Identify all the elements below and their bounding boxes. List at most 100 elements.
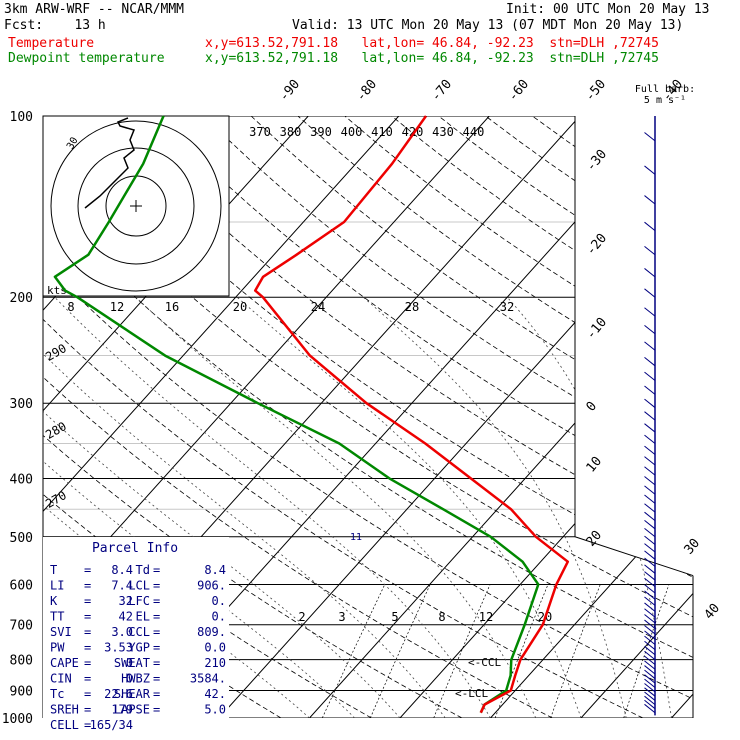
hodograph-ring-label: 30 (65, 136, 81, 152)
parcel-equals: = (153, 672, 160, 686)
wind-barb (644, 324, 656, 335)
parcel-key: CIN (50, 672, 72, 686)
moist-adiabat-line (236, 296, 582, 718)
parcel-key: SREH (50, 703, 79, 717)
isotherm-tick-label: 30 (682, 536, 704, 558)
moist-adiabat-line (135, 296, 537, 718)
mixing-ratio-tick-label: 24 (311, 300, 325, 314)
wind-barb (644, 602, 656, 612)
parcel-key: K (50, 594, 58, 608)
wind-barb (644, 691, 656, 701)
isotherm-tick-label: -20 (584, 231, 611, 259)
mixing-ratio-line (369, 584, 431, 718)
wind-barb (644, 660, 656, 670)
wind-barb (644, 411, 656, 421)
model-title: 3km ARW-WRF -- NCAR/MMM (4, 2, 185, 17)
parcel-value: 5.0 (204, 703, 226, 717)
mixing-ratio-tick-label: 3 (338, 610, 345, 624)
wind-barb (644, 527, 656, 538)
mixing-ratio-tick-label: 5 (391, 610, 398, 624)
parcel-key: Tc (50, 687, 64, 701)
wind-barb (644, 577, 656, 588)
wind-barb (644, 288, 656, 298)
isotherm-tick-label: -10 (584, 315, 611, 343)
lcl-marker: <-LCL (455, 687, 488, 700)
isotherm-tick-label: -90 (277, 77, 304, 105)
dry-adiabat-line (43, 116, 693, 718)
parcel-value: 179 (111, 703, 133, 717)
mixing-ratio-tick-label: 12 (110, 300, 124, 314)
moist-adiabat-line (54, 296, 491, 718)
wind-barb (644, 614, 656, 624)
isotherm-tick-label: 20 (584, 528, 606, 550)
wind-barb (644, 434, 656, 444)
parcel-value: 165/34 (90, 718, 133, 732)
parcel-equals: = (153, 625, 160, 639)
mixing-ratio-tick-label: 8 (438, 610, 445, 624)
moist-adiabat-line (43, 296, 446, 718)
wind-barb (644, 678, 656, 688)
dry-adiabat-line (43, 116, 693, 718)
parcel-key: YGP (128, 641, 150, 655)
dry-adiabat-line (250, 116, 693, 718)
frame-diagonal (574, 536, 694, 577)
wind-barb (644, 665, 656, 675)
parcel-value: 906. (197, 579, 226, 593)
parcel-panel-background (43, 537, 229, 718)
pressure-tick-label: 800 (10, 654, 33, 669)
wind-barb (644, 535, 656, 545)
wind-barb (644, 221, 656, 231)
wind-barb (644, 635, 656, 645)
isotherm-line (43, 116, 400, 718)
wind-barb (644, 590, 656, 600)
pressure-tick-label: 500 (10, 531, 33, 546)
wind-barb (644, 596, 656, 606)
dry-adiabat-line (0, 116, 10, 718)
wind-barb (644, 655, 656, 665)
wind-barb (644, 640, 656, 651)
wind-barb (644, 456, 656, 466)
pressure-tick-label: 100 (10, 110, 33, 125)
parcel-equals: = (153, 703, 160, 717)
barb-legend-label: Full barb: (635, 84, 695, 95)
wind-barb (644, 683, 656, 693)
wind-barb (644, 511, 656, 521)
moist-adiabat-line (506, 296, 672, 718)
mixing-ratio-line (494, 584, 549, 718)
wind-barb (644, 307, 656, 317)
mixing-ratio-tick-label: 2 (298, 610, 305, 624)
wind-barb (644, 485, 656, 495)
wind-barb (644, 571, 656, 581)
wind-barb (644, 703, 656, 714)
wind-barb (644, 674, 656, 684)
parcel-equals: = (84, 563, 91, 577)
mixing-ratio-tick-label: 20 (233, 300, 247, 314)
parcel-key: LAPSE (114, 703, 150, 717)
parcel-key: SHEAR (114, 687, 151, 701)
parcel-value: 0.0 (204, 641, 226, 655)
wind-barb (644, 669, 656, 679)
sounding-profiles (53, 115, 570, 714)
moist-adiabat-line (43, 296, 356, 718)
wind-barb (644, 503, 656, 513)
isotherm-tick-label: 40 (702, 601, 724, 623)
parcel-key: TT (50, 610, 64, 624)
theta-tick-label: 400 (341, 125, 363, 139)
wind-barb (644, 630, 656, 640)
isotherm-tick-label: 0 (584, 399, 601, 415)
wind-barb (644, 695, 656, 705)
wind-barb (644, 371, 656, 381)
wind-barb (644, 165, 656, 175)
parcel-equals: = (153, 641, 160, 655)
pressure-tick-label: 600 (10, 578, 33, 593)
parcel-equals: = (84, 610, 91, 624)
isotherm-tick-label: -30 (584, 147, 611, 175)
parcel-value: 42 (119, 610, 133, 624)
freezing-level-marker: 11 (350, 532, 362, 543)
mixing-ratio-line (623, 584, 670, 718)
wind-barb (644, 550, 656, 560)
dewpoint-location: x,y=613.52,791.18 lat,lon= 46.84, -92.23… (205, 51, 659, 66)
parcel-key: PW (50, 641, 65, 655)
